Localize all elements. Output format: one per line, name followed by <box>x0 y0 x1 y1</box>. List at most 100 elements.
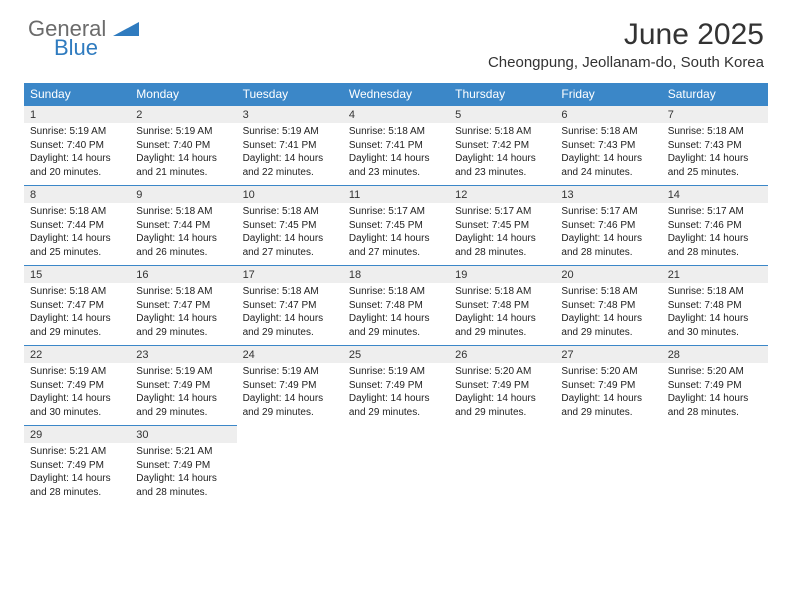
sunrise-text: Sunrise: 5:19 AM <box>243 365 337 379</box>
sunset-text: Sunset: 7:49 PM <box>30 379 124 393</box>
date-cell: 25 <box>343 346 449 364</box>
sunset-text: Sunset: 7:49 PM <box>243 379 337 393</box>
info-cell: Sunrise: 5:21 AMSunset: 7:49 PMDaylight:… <box>130 443 236 505</box>
sunset-text: Sunset: 7:45 PM <box>455 219 549 233</box>
sunrise-text: Sunrise: 5:18 AM <box>455 285 549 299</box>
sunset-text: Sunset: 7:40 PM <box>136 139 230 153</box>
daylight-text: Daylight: 14 hours and 23 minutes. <box>349 152 443 179</box>
date-number: 22 <box>30 349 42 361</box>
sunrise-text: Sunrise: 5:19 AM <box>30 125 124 139</box>
date-row: 29 30 <box>24 426 768 444</box>
daylight-text: Daylight: 14 hours and 28 minutes. <box>136 472 230 499</box>
day-header-row: Sunday Monday Tuesday Wednesday Thursday… <box>24 83 768 106</box>
date-cell: 23 <box>130 346 236 364</box>
info-cell: Sunrise: 5:21 AMSunset: 7:49 PMDaylight:… <box>24 443 130 505</box>
sunrise-text: Sunrise: 5:17 AM <box>561 205 655 219</box>
info-cell: Sunrise: 5:18 AMSunset: 7:42 PMDaylight:… <box>449 123 555 186</box>
sunrise-text: Sunrise: 5:18 AM <box>349 285 443 299</box>
sunset-text: Sunset: 7:45 PM <box>349 219 443 233</box>
date-number: 5 <box>455 109 461 121</box>
date-cell: 3 <box>237 106 343 124</box>
info-cell <box>237 443 343 505</box>
info-cell: Sunrise: 5:19 AMSunset: 7:40 PMDaylight:… <box>130 123 236 186</box>
date-row: 891011121314 <box>24 186 768 204</box>
daylight-text: Daylight: 14 hours and 28 minutes. <box>455 232 549 259</box>
sunrise-text: Sunrise: 5:18 AM <box>668 125 762 139</box>
sunset-text: Sunset: 7:47 PM <box>136 299 230 313</box>
date-cell: 11 <box>343 186 449 204</box>
daylight-text: Daylight: 14 hours and 22 minutes. <box>243 152 337 179</box>
sunset-text: Sunset: 7:48 PM <box>349 299 443 313</box>
info-cell: Sunrise: 5:20 AMSunset: 7:49 PMDaylight:… <box>449 363 555 426</box>
info-cell: Sunrise: 5:18 AMSunset: 7:48 PMDaylight:… <box>555 283 661 346</box>
date-cell: 4 <box>343 106 449 124</box>
daylight-text: Daylight: 14 hours and 30 minutes. <box>30 392 124 419</box>
info-cell: Sunrise: 5:19 AMSunset: 7:40 PMDaylight:… <box>24 123 130 186</box>
date-row: 15161718192021 <box>24 266 768 284</box>
location-text: Cheongpung, Jeollanam-do, South Korea <box>488 54 764 71</box>
date-row: 1234567 <box>24 106 768 124</box>
sunrise-text: Sunrise: 5:18 AM <box>136 205 230 219</box>
date-cell: 5 <box>449 106 555 124</box>
info-cell: Sunrise: 5:19 AMSunset: 7:49 PMDaylight:… <box>343 363 449 426</box>
daylight-text: Daylight: 14 hours and 29 minutes. <box>30 312 124 339</box>
sunrise-text: Sunrise: 5:19 AM <box>243 125 337 139</box>
date-cell: 2 <box>130 106 236 124</box>
date-cell: 19 <box>449 266 555 284</box>
sunset-text: Sunset: 7:49 PM <box>455 379 549 393</box>
date-number: 13 <box>561 189 573 201</box>
date-number: 15 <box>30 269 42 281</box>
date-number: 26 <box>455 349 467 361</box>
date-number: 9 <box>136 189 142 201</box>
date-number: 29 <box>30 429 42 441</box>
date-cell: 13 <box>555 186 661 204</box>
date-number: 18 <box>349 269 361 281</box>
info-row: Sunrise: 5:19 AMSunset: 7:49 PMDaylight:… <box>24 363 768 426</box>
daylight-text: Daylight: 14 hours and 24 minutes. <box>561 152 655 179</box>
day-header-tue: Tuesday <box>237 83 343 106</box>
info-cell: Sunrise: 5:18 AMSunset: 7:44 PMDaylight:… <box>24 203 130 266</box>
sunset-text: Sunset: 7:48 PM <box>561 299 655 313</box>
date-number: 24 <box>243 349 255 361</box>
daylight-text: Daylight: 14 hours and 23 minutes. <box>455 152 549 179</box>
date-number: 12 <box>455 189 467 201</box>
sunrise-text: Sunrise: 5:17 AM <box>455 205 549 219</box>
info-cell: Sunrise: 5:20 AMSunset: 7:49 PMDaylight:… <box>662 363 768 426</box>
date-number: 19 <box>455 269 467 281</box>
sunrise-text: Sunrise: 5:18 AM <box>561 125 655 139</box>
sunrise-text: Sunrise: 5:19 AM <box>349 365 443 379</box>
info-cell: Sunrise: 5:18 AMSunset: 7:47 PMDaylight:… <box>130 283 236 346</box>
sunrise-text: Sunrise: 5:19 AM <box>30 365 124 379</box>
date-number: 20 <box>561 269 573 281</box>
info-row: Sunrise: 5:18 AMSunset: 7:47 PMDaylight:… <box>24 283 768 346</box>
date-cell: 26 <box>449 346 555 364</box>
date-number: 8 <box>30 189 36 201</box>
info-cell <box>449 443 555 505</box>
sunset-text: Sunset: 7:44 PM <box>30 219 124 233</box>
date-cell: 27 <box>555 346 661 364</box>
info-row: Sunrise: 5:18 AM Sunset: 7:44 PM Daylight:… <box>24 203 768 266</box>
date-number: 30 <box>136 429 148 441</box>
date-cell: 30 <box>130 426 236 444</box>
day-header-sat: Saturday <box>662 83 768 106</box>
date-number: 1 <box>30 109 36 121</box>
calendar-table: Sunday Monday Tuesday Wednesday Thursday… <box>24 83 768 505</box>
sunset-text: Sunset: 7:47 PM <box>243 299 337 313</box>
daylight-text: Daylight: 14 hours and 20 minutes. <box>30 152 124 179</box>
info-cell: Sunrise: 5:18 AMSunset: 7:48 PMDaylight:… <box>343 283 449 346</box>
sunset-text: Sunset: 7:40 PM <box>30 139 124 153</box>
info-cell <box>662 443 768 505</box>
info-cell: Sunrise: 5:19 AMSunset: 7:49 PMDaylight:… <box>237 363 343 426</box>
daylight-text: Daylight: 14 hours and 29 minutes. <box>243 312 337 339</box>
day-header-thu: Thursday <box>449 83 555 106</box>
info-cell: Sunrise: 5:18 AMSunset: 7:47 PMDaylight:… <box>24 283 130 346</box>
info-cell: Sunrise: 5:18 AMSunset: 7:43 PMDaylight:… <box>555 123 661 186</box>
date-cell: 20 <box>555 266 661 284</box>
sunset-text: Sunset: 7:49 PM <box>668 379 762 393</box>
daylight-text: Daylight: 14 hours and 27 minutes. <box>243 232 337 259</box>
date-cell: 1 <box>24 106 130 124</box>
daylight-text: Daylight: 14 hours and 29 minutes. <box>136 392 230 419</box>
daylight-text: Daylight: 14 hours and 29 minutes. <box>243 392 337 419</box>
date-number: 3 <box>243 109 249 121</box>
date-cell <box>449 426 555 444</box>
